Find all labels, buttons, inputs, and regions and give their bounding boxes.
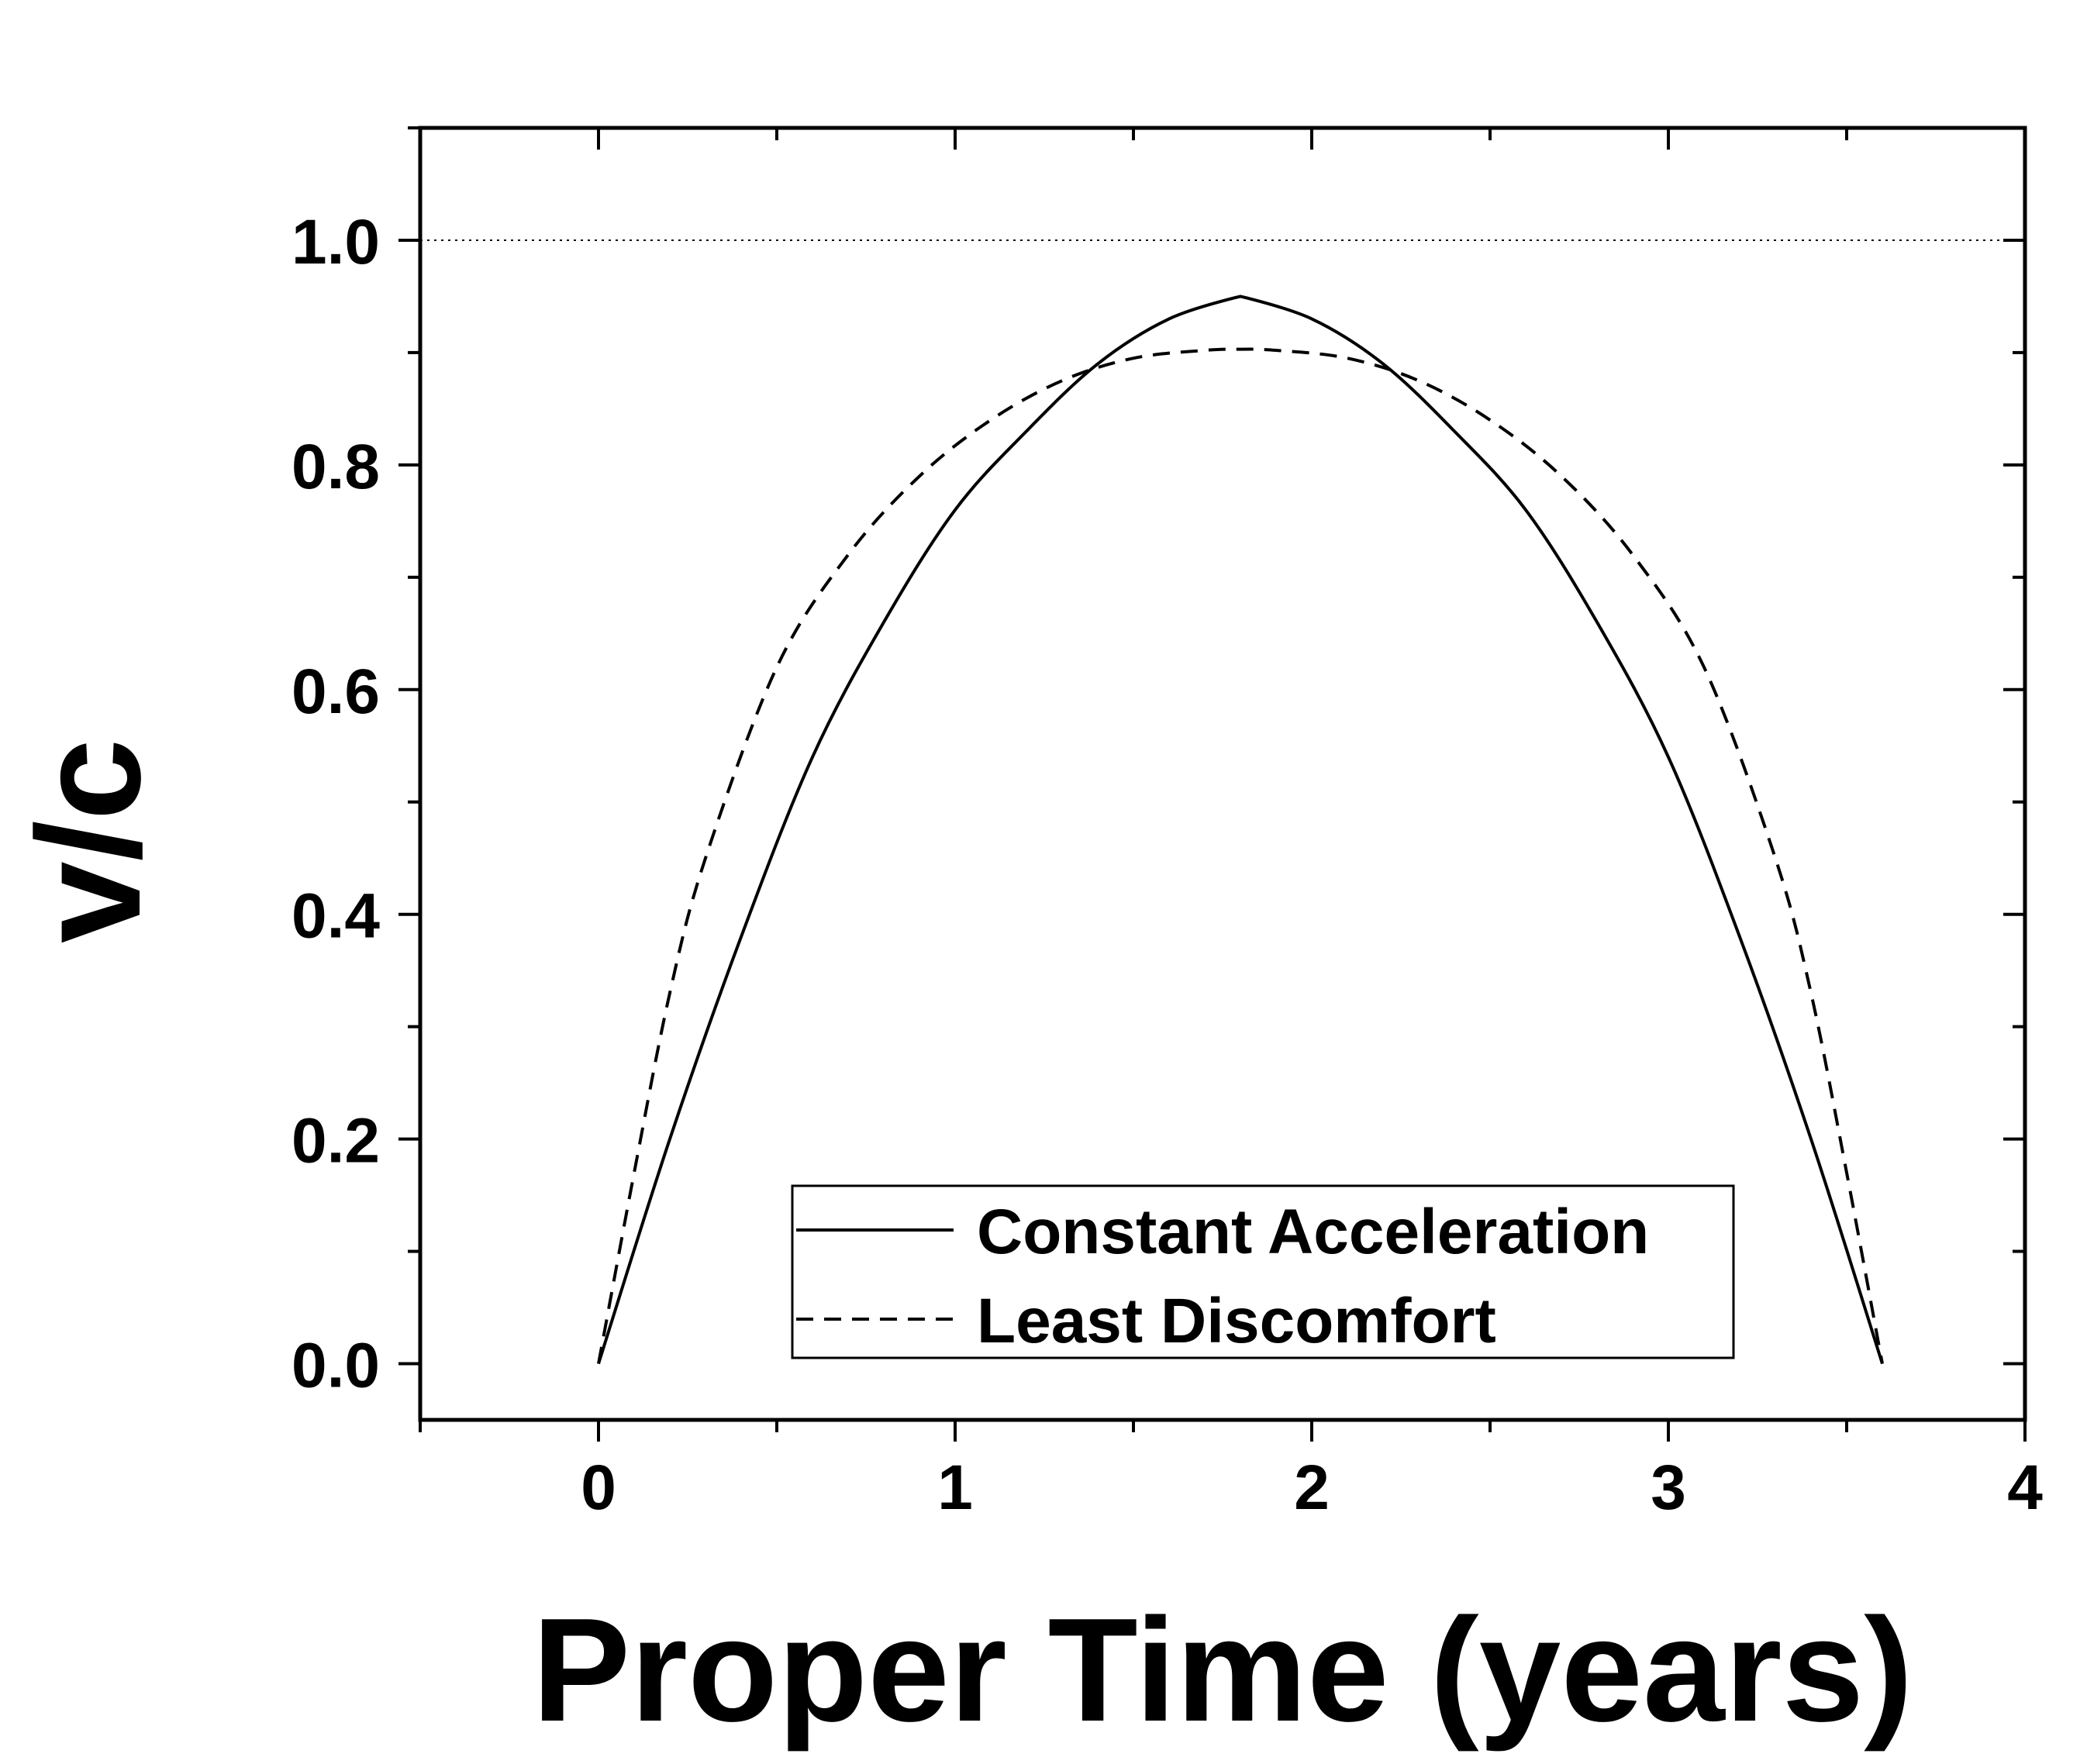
y-tick-label: 0.2 [291, 1106, 380, 1177]
legend-box [791, 1184, 1735, 1359]
y-tick-label: 0.0 [291, 1331, 380, 1401]
y-axis-title: v/c [7, 739, 171, 943]
legend: Constant Acceleration Least Discomfort [791, 1184, 1735, 1359]
x-tick-label: 1 [937, 1452, 973, 1523]
y-tick-label: 1.0 [291, 207, 380, 277]
plot-frame [418, 126, 2027, 1422]
x-tick-label: 4 [2007, 1452, 2043, 1523]
ticks [398, 126, 2027, 1442]
x-tick-label: 0 [581, 1452, 616, 1523]
series-line-constant-acceleration [597, 295, 1884, 1365]
tick-labels: 0 1 2 3 4 0.0 0.2 0.4 0.6 0.8 1.0 [291, 207, 2043, 1523]
y-tick-label: 0.6 [291, 656, 380, 727]
plot-border [418, 126, 2027, 1422]
series-line-least-discomfort [597, 347, 1884, 1364]
y-tick-label: 0.8 [291, 432, 380, 502]
x-tick-label: 3 [1651, 1452, 1686, 1523]
x-axis-title: Proper Time (years) [532, 1588, 1913, 1752]
series-layer [597, 295, 1884, 1365]
legend-label: Least Discomfort [977, 1286, 1496, 1356]
y-tick-label: 0.4 [291, 881, 380, 952]
x-tick-label: 2 [1294, 1452, 1330, 1523]
legend-label: Constant Acceleration [977, 1197, 1649, 1267]
